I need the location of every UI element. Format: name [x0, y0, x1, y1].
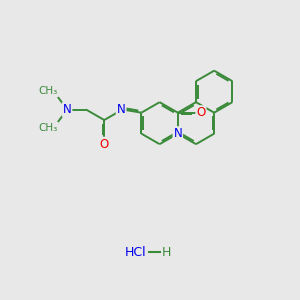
Text: CH₃: CH₃: [39, 123, 58, 133]
Text: O: O: [100, 138, 109, 151]
Text: CH₃: CH₃: [39, 86, 58, 96]
Text: N: N: [173, 127, 182, 140]
Text: H: H: [161, 246, 171, 259]
Text: N: N: [117, 103, 125, 116]
Text: N: N: [63, 103, 71, 116]
Text: O: O: [196, 106, 206, 119]
Text: HCl: HCl: [124, 246, 146, 259]
